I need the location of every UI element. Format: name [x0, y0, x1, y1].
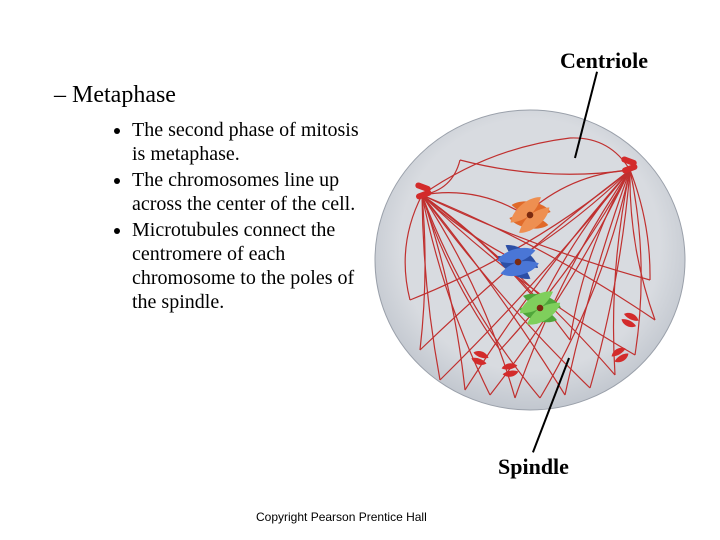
cell-svg [370, 100, 690, 420]
bullet-item: The chromosomes line up across the cente… [132, 168, 362, 216]
bullet-item: The second phase of mitosis is metaphase… [132, 118, 362, 166]
cell-diagram [370, 100, 690, 420]
bullet-list: The second phase of mitosis is metaphase… [132, 118, 362, 316]
section-heading: – Metaphase [54, 82, 176, 109]
centriole-label: Centriole [560, 48, 648, 74]
copyright-text: Copyright Pearson Prentice Hall [256, 510, 427, 524]
bullet-item: Microtubules connect the centromere of e… [132, 218, 362, 314]
spindle-label: Spindle [498, 454, 569, 480]
